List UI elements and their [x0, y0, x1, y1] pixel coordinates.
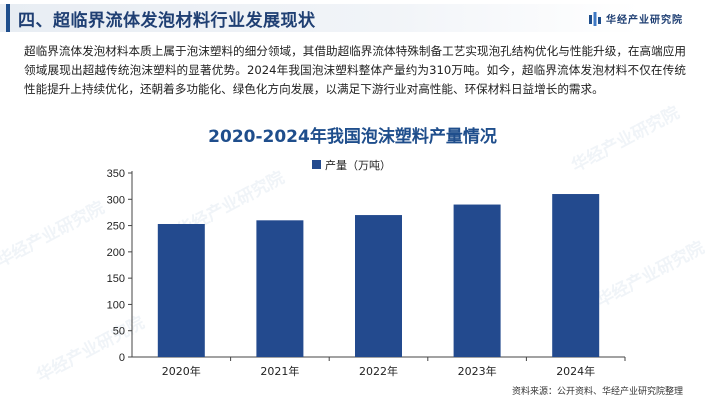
- y-tick-label: 350: [107, 168, 125, 180]
- source-note: 资料来源：公开资料、华经产业研究院整理: [511, 387, 683, 397]
- x-tick-label: 2020年: [162, 364, 201, 378]
- y-tick-label: 50: [113, 326, 125, 338]
- legend-swatch: [312, 160, 321, 169]
- y-tick-label: 200: [107, 247, 125, 259]
- y-tick-label: 300: [107, 194, 125, 206]
- page-title: 四、超临界流体发泡材料行业发展现状: [18, 11, 316, 31]
- y-tick-label: 100: [107, 299, 125, 311]
- bar: [157, 223, 205, 357]
- legend-label: 产量（万吨）: [325, 158, 391, 172]
- brand: 华经产业研究院: [589, 11, 683, 26]
- bar: [355, 215, 402, 357]
- chart-title: 2020-2024年我国泡沫塑料产量情况: [208, 127, 497, 147]
- y-tick-label: 150: [107, 273, 125, 285]
- x-tick-label: 2023年: [458, 364, 497, 378]
- header-background: [0, 4, 640, 32]
- brand-name: 华经产业研究院: [606, 15, 683, 26]
- bar: [552, 194, 600, 357]
- bar: [256, 220, 304, 357]
- y-tick-label: 0: [119, 352, 125, 364]
- x-tick-label: 2021年: [260, 364, 299, 378]
- section-header: 四、超临界流体发泡材料行业发展现状 华经产业研究院: [0, 0, 705, 36]
- intro-paragraph: 超临界流体发泡材料本质上属于泡沫塑料的细分领域，其借助超临界流体特殊制备工艺实现…: [24, 44, 686, 96]
- y-tick-label: 250: [107, 221, 125, 233]
- x-tick-label: 2022年: [359, 364, 398, 378]
- bar: [453, 204, 501, 357]
- header-accent-bar: [6, 4, 10, 32]
- brand-logo-icon: [589, 11, 601, 26]
- x-tick-label: 2024年: [556, 364, 595, 378]
